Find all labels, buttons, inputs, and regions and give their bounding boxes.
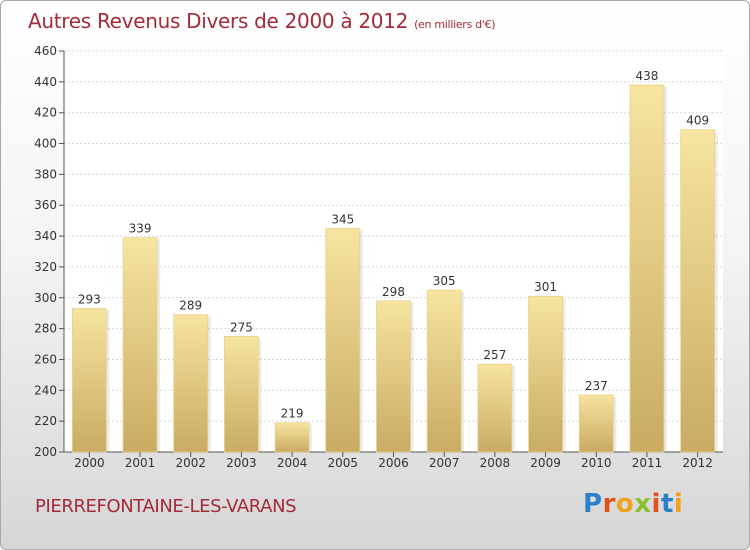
- commune-name: PIERREFONTAINE-LES-VARANS: [35, 496, 297, 517]
- y-tick-label: 400: [34, 137, 57, 151]
- logo-letter: i: [651, 489, 661, 519]
- bar: [274, 422, 310, 453]
- y-tick-label: 240: [34, 383, 57, 397]
- y-tick-label: 380: [34, 167, 57, 181]
- y-tick-label: 220: [34, 414, 57, 428]
- bar-value-label: 289: [179, 299, 202, 313]
- bar: [578, 394, 614, 453]
- x-tick-label: 2011: [632, 456, 663, 470]
- bar-value-label: 438: [636, 69, 659, 83]
- bar: [629, 84, 665, 453]
- proxiti-logo: Proxiti: [583, 489, 683, 519]
- bar-value-label: 237: [585, 379, 608, 393]
- logo-letter: x: [634, 489, 652, 519]
- chart-title-text: Autres Revenus Divers de 2000 à 2012: [28, 9, 409, 33]
- bar-value-label: 298: [382, 285, 405, 299]
- bar: [376, 300, 411, 453]
- y-tick-label: 300: [34, 291, 57, 305]
- bar: [325, 227, 361, 453]
- bar-value-label: 293: [78, 293, 101, 307]
- logo-letter: r: [602, 489, 616, 519]
- x-tick-label: 2012: [682, 456, 713, 470]
- logo-letter: t: [660, 489, 674, 519]
- logo-letter: o: [615, 489, 635, 519]
- x-tick-label: 2000: [74, 456, 105, 470]
- bar-value-label: 275: [230, 320, 253, 334]
- y-tick-label: 280: [34, 322, 57, 336]
- bar: [426, 289, 462, 453]
- y-tick-label: 420: [34, 106, 57, 120]
- chart-title-unit: (en milliers d'€): [414, 18, 496, 31]
- bar: [477, 363, 513, 453]
- x-tick-label: 2002: [175, 456, 206, 470]
- bar: [122, 237, 158, 453]
- bar-value-label: 409: [686, 114, 709, 128]
- bar: [680, 129, 716, 453]
- x-tick-label: 2004: [277, 456, 308, 470]
- x-tick-label: 2003: [226, 456, 257, 470]
- x-tick-label: 2001: [125, 456, 156, 470]
- bar-value-label: 339: [129, 222, 152, 236]
- x-tick-label: 2005: [328, 456, 359, 470]
- y-tick-label: 260: [34, 352, 57, 366]
- y-tick-label: 440: [34, 75, 57, 89]
- bar-value-label: 257: [483, 348, 506, 362]
- y-tick-label: 340: [34, 229, 57, 243]
- bar: [71, 308, 107, 453]
- y-tick-label: 320: [34, 260, 57, 274]
- logo-letter: P: [583, 489, 603, 519]
- x-tick-label: 2006: [378, 456, 409, 470]
- bar-value-label: 219: [281, 407, 304, 421]
- x-tick-label: 2009: [530, 456, 561, 470]
- bar: [224, 335, 259, 453]
- bar: [173, 314, 209, 453]
- y-tick-label: 360: [34, 198, 57, 212]
- bar-value-label: 305: [433, 274, 456, 288]
- logo-letter: i: [673, 489, 684, 519]
- x-tick-label: 2007: [429, 456, 460, 470]
- bar: [528, 295, 563, 453]
- bar-value-label: 345: [331, 212, 354, 226]
- chart-title: Autres Revenus Divers de 2000 à 2012 (en …: [28, 9, 496, 33]
- x-tick-label: 2008: [480, 456, 511, 470]
- y-tick-label: 200: [34, 445, 57, 459]
- y-tick-label: 460: [34, 44, 57, 58]
- x-tick-label: 2010: [581, 456, 612, 470]
- bar-value-label: 301: [534, 280, 557, 294]
